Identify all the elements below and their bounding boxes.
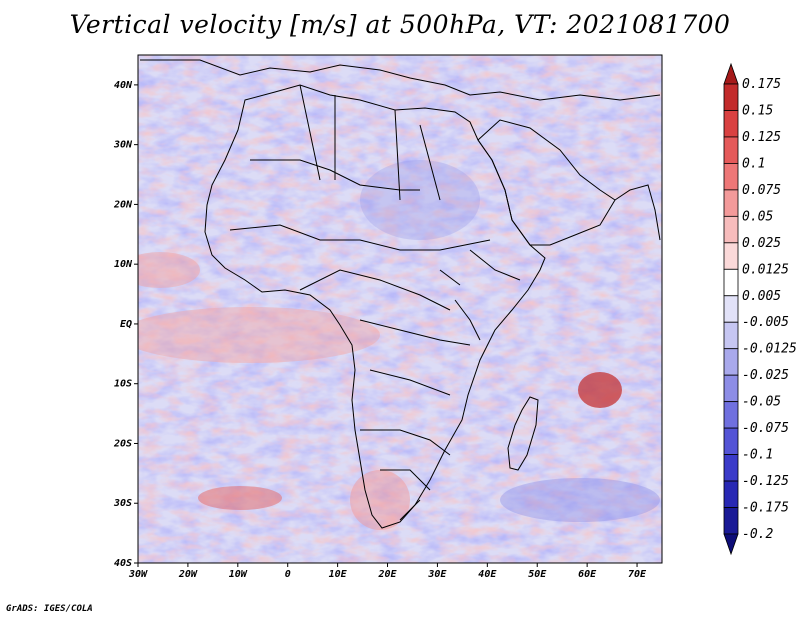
africa-coastline <box>204 84 546 529</box>
colorbar-segment <box>723 295 739 323</box>
colorbar-segment <box>723 268 739 297</box>
colorbar-label: 0.125 <box>742 130 781 145</box>
y-tick-label: 40N <box>114 80 133 91</box>
arabian-peninsula <box>477 119 616 246</box>
positive-cell-indian-ocean <box>578 372 622 408</box>
colorbar-label: 0.05 <box>742 209 773 224</box>
colorbar-label: -0.075 <box>742 421 789 436</box>
x-tick-label: 20W <box>178 569 198 580</box>
colorbar-label: 0.15 <box>742 103 773 118</box>
colorbar-label: 0.005 <box>742 289 781 304</box>
colorbar-label: 0.075 <box>742 183 781 198</box>
colorbar-label: 0.1 <box>742 156 765 171</box>
positive-cell-west <box>138 252 200 288</box>
y-axis: 40N 30N 20N 10N EQ 10S 20S 30S 40S <box>113 80 138 569</box>
credit-text: GrADS: IGES/COLA <box>6 604 93 614</box>
x-axis: 30W 20W 10W 0 10E 20E 30E 40E 50E 60E 70E <box>128 563 647 580</box>
colorbar-label: 0.0125 <box>742 262 789 277</box>
colorbar: 0.175 0.15 0.125 0.1 0.075 0.05 0.025 0.0125 0.0… <box>723 62 797 556</box>
colorbar-segment <box>723 480 739 508</box>
colorbar-label: -0.005 <box>742 315 789 330</box>
y-tick-label: 30N <box>113 140 133 151</box>
colorbar-label: -0.175 <box>742 501 789 516</box>
madagascar <box>507 396 539 471</box>
colorbar-label: -0.1 <box>742 448 773 463</box>
colorbar-segment <box>723 136 739 164</box>
colorbar-segment <box>723 242 739 270</box>
y-tick-label: 40S <box>114 558 132 569</box>
x-tick-label: 30E <box>427 569 447 580</box>
plot-area <box>138 55 662 563</box>
negative-band-south <box>500 478 660 522</box>
y-tick-label: EQ <box>120 319 132 330</box>
colorbar-segment <box>723 110 739 138</box>
colorbar-bottom-triangle <box>723 533 739 556</box>
x-tick-label: 70E <box>628 569 647 580</box>
colorbar-segment <box>723 321 739 350</box>
colorbar-label: -0.0125 <box>742 342 797 357</box>
colorbar-label: -0.025 <box>742 368 789 383</box>
colorbar-segment <box>723 163 739 191</box>
europe-coast <box>140 59 661 101</box>
colorbar-top-triangle <box>723 62 739 85</box>
y-tick-label: 10N <box>114 259 133 270</box>
positive-cell-south-africa <box>350 470 410 530</box>
map-title: Vertical velocity [m/s] at 500hPa, VT: 2… <box>69 10 731 39</box>
borders-east <box>439 249 521 341</box>
colorbar-label: -0.125 <box>742 474 789 489</box>
y-tick-label: 20S <box>113 438 132 449</box>
colorbar-segment <box>723 348 739 376</box>
colorbar-segment <box>723 83 739 111</box>
x-tick-label: 10E <box>329 569 348 580</box>
x-tick-label: 10W <box>229 569 248 580</box>
colorbar-segment <box>723 401 739 429</box>
plot-frame <box>137 54 663 564</box>
x-tick-label: 20E <box>377 569 397 580</box>
colorbar-label: -0.05 <box>742 395 781 410</box>
x-tick-label: 30W <box>128 569 148 580</box>
negative-area-sahara <box>360 160 480 240</box>
borders-central <box>229 224 491 396</box>
asia-coast <box>614 184 661 241</box>
x-tick-label: 0 <box>285 569 291 580</box>
y-tick-label: 20N <box>113 199 133 210</box>
colorbar-label: -0.2 <box>742 527 773 542</box>
colorbar-segment <box>723 427 739 455</box>
colorbar-label: 0.025 <box>742 236 781 251</box>
colorbar-label: 0.175 <box>742 77 781 92</box>
positive-cell-south-atlantic <box>198 486 282 510</box>
positive-band <box>138 307 380 363</box>
coastlines <box>140 59 661 529</box>
y-tick-label: 10S <box>114 379 132 390</box>
borders-south <box>360 429 451 521</box>
x-tick-label: 50E <box>528 569 547 580</box>
colorbar-segment <box>723 507 739 535</box>
x-tick-label: 60E <box>578 569 597 580</box>
colorbar-segment <box>723 215 739 244</box>
colorbar-segment <box>723 374 739 403</box>
borders-north <box>250 84 441 201</box>
colorbar-segment <box>723 454 739 482</box>
x-tick-label: 40E <box>478 569 497 580</box>
y-tick-label: 30S <box>113 498 132 509</box>
colorbar-segment <box>723 189 739 217</box>
